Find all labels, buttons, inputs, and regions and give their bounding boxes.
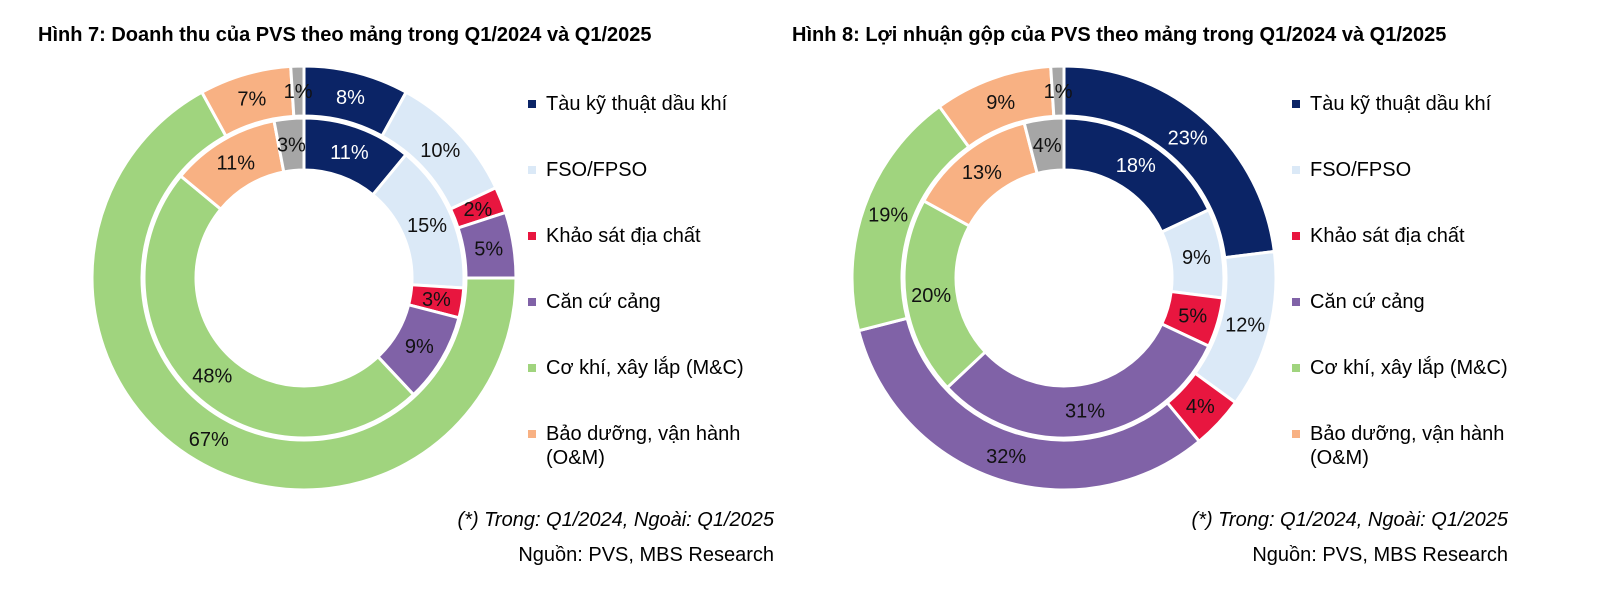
legend-item: Căn cứ cảng — [528, 290, 786, 356]
legend-label: Bảo dưỡng, vận hành (O&M) — [1310, 423, 1505, 469]
legend-item: Tàu kỹ thuật dầu khí — [528, 92, 786, 158]
legend-item: FSO/FPSO — [1292, 158, 1550, 224]
data-label: 19% — [868, 205, 908, 227]
chart-note: (*) Trong: Q1/2024, Ngoài: Q1/2025 — [1191, 509, 1508, 531]
legend-label: Tàu kỹ thuật dầu khí — [1310, 93, 1492, 115]
legend-item: Bảo dưỡng, vận hành (O&M) — [528, 422, 786, 488]
chart-note: (*) Trong: Q1/2024, Ngoài: Q1/2025 — [457, 509, 774, 531]
data-label: 12% — [1225, 315, 1265, 337]
data-label: 11% — [330, 142, 369, 164]
data-label: 4% — [1186, 396, 1215, 418]
donut-slice — [1022, 116, 1066, 176]
legend-swatch-icon — [1292, 364, 1300, 372]
chart-title: Hình 8: Lợi nhuận gộp của PVS theo mảng … — [792, 24, 1447, 46]
legend-swatch-icon — [1292, 232, 1300, 240]
data-label: 4% — [1033, 135, 1062, 157]
data-label: 31% — [1065, 400, 1105, 422]
donut-slice — [90, 90, 518, 492]
donut-slice — [272, 116, 306, 174]
chart-title: Hình 7: Doanh thu của PVS theo mảng tron… — [38, 24, 652, 46]
legend-label: FSO/FPSO — [1310, 159, 1412, 181]
data-label: 8% — [336, 87, 365, 109]
chart-legend: Tàu kỹ thuật dầu khí FSO/FPSO Khảo sát đ… — [1292, 92, 1550, 488]
legend-swatch-icon — [1292, 430, 1300, 438]
legend-swatch-icon — [528, 100, 536, 108]
data-label: 7% — [237, 88, 266, 110]
data-label: 2% — [463, 199, 492, 221]
legend-item: Cơ khí, xây lắp (M&C) — [1292, 356, 1550, 422]
data-label: 20% — [911, 285, 951, 307]
data-label: 5% — [1178, 305, 1207, 327]
data-label: 1% — [1044, 81, 1073, 103]
data-label: 9% — [1182, 247, 1211, 269]
chart-legend: Tàu kỹ thuật dầu khí FSO/FPSO Khảo sát đ… — [528, 92, 786, 488]
data-label: 9% — [986, 92, 1015, 114]
legend-item: Tàu kỹ thuật dầu khí — [1292, 92, 1550, 158]
donut-slice — [856, 316, 1202, 492]
legend-swatch-icon — [528, 232, 536, 240]
chart-panel-revenue: Hình 7: Doanh thu của PVS theo mảng tron… — [0, 0, 790, 600]
donut-slice — [289, 64, 306, 118]
legend-label: FSO/FPSO — [546, 159, 648, 181]
legend-label: Cơ khí, xây lắp (M&C) — [1310, 357, 1508, 379]
legend-label: Khảo sát địa chất — [546, 225, 701, 247]
donut-slice — [1049, 64, 1066, 118]
donut-chart: 18% 9% 5% 31% 20% 13% 4% 23% 12% 4% 32% 19% 9% 1% — [850, 64, 1278, 492]
data-label: 5% — [474, 239, 503, 261]
legend-item: Khảo sát địa chất — [1292, 224, 1550, 290]
data-label: 10% — [420, 140, 460, 162]
legend-swatch-icon — [528, 364, 536, 372]
data-label: 3% — [277, 135, 306, 157]
data-label: 18% — [1116, 155, 1156, 177]
chart-panel-gross-profit: Hình 8: Lợi nhuận gộp của PVS theo mảng … — [790, 0, 1580, 600]
legend-item: Cơ khí, xây lắp (M&C) — [528, 356, 786, 422]
legend-item: FSO/FPSO — [528, 158, 786, 224]
data-label: 48% — [192, 366, 232, 388]
data-label: 3% — [422, 289, 451, 311]
legend-swatch-icon — [1292, 298, 1300, 306]
legend-swatch-icon — [528, 430, 536, 438]
data-label: 23% — [1168, 128, 1208, 150]
chart-source: Nguồn: PVS, MBS Research — [518, 544, 774, 566]
legend-item: Bảo dưỡng, vận hành (O&M) — [1292, 422, 1550, 488]
data-label: 9% — [405, 336, 434, 358]
data-label: 13% — [962, 162, 1002, 184]
legend-label: Bảo dưỡng, vận hành (O&M) — [546, 423, 741, 469]
legend-item: Căn cứ cảng — [1292, 290, 1550, 356]
data-label: 67% — [189, 429, 229, 451]
data-label: 15% — [407, 215, 447, 237]
chart-source: Nguồn: PVS, MBS Research — [1252, 544, 1508, 566]
data-label: 11% — [217, 153, 256, 175]
legend-item: Khảo sát địa chất — [528, 224, 786, 290]
legend-swatch-icon — [1292, 166, 1300, 174]
legend-label: Khảo sát địa chất — [1310, 225, 1465, 247]
data-label: 32% — [986, 446, 1026, 468]
legend-label: Căn cứ cảng — [546, 291, 661, 313]
legend-swatch-icon — [528, 298, 536, 306]
donut-slice — [945, 321, 1211, 440]
legend-label: Cơ khí, xây lắp (M&C) — [546, 357, 744, 379]
legend-swatch-icon — [528, 166, 536, 174]
donut-slice — [142, 173, 416, 440]
legend-label: Căn cứ cảng — [1310, 291, 1425, 313]
legend-label: Tàu kỹ thuật dầu khí — [546, 93, 728, 115]
donut-chart: 11% 15% 3% 9% 48% 11% 3% 8% 10% 2% 5% 67% 7% 1% — [90, 64, 518, 492]
legend-swatch-icon — [1292, 100, 1300, 108]
data-label: 1% — [284, 81, 313, 103]
